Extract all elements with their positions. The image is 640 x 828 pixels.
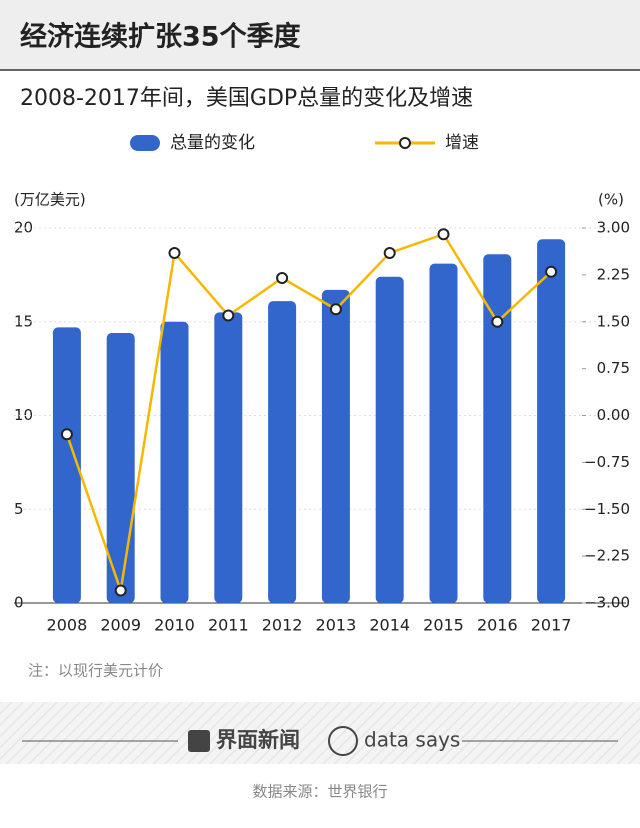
logo-text: 界面新闻 [216, 728, 300, 752]
x-tick-label: 2013 [316, 616, 357, 635]
bar [537, 239, 566, 603]
legend-label: 增速 [445, 133, 479, 153]
x-tick-label: 2014 [369, 616, 410, 635]
line-point [437, 228, 450, 241]
y2-tick-label: −1.50 [584, 500, 630, 518]
line-point [329, 303, 342, 316]
chart-subtitle: 2008-2017年间，美国GDP总量的变化及增速 [20, 86, 473, 111]
source: 数据来源：世界银行 [252, 783, 387, 801]
y2-tick-label: −0.75 [584, 453, 630, 471]
line-point [168, 247, 181, 259]
line [65, 232, 552, 591]
y2-tick-label: −2.25 [584, 547, 630, 565]
footer-band [0, 702, 640, 764]
y2-tick-label: −3.00 [584, 594, 630, 612]
x-tick-label: 2012 [262, 616, 303, 635]
y2-axis-label: (%) [598, 191, 624, 209]
logo-icon [328, 726, 358, 756]
x-tick-label: 2017 [531, 616, 572, 635]
bar [321, 289, 350, 603]
y-tick-label: 5 [14, 500, 24, 518]
line-point [383, 247, 396, 259]
line-point [276, 272, 289, 284]
bar [429, 263, 458, 603]
x-tick-label: 2010 [154, 616, 195, 635]
y2-tick-label: 1.50 [597, 312, 630, 330]
y2-tick-label: 0.00 [597, 406, 630, 424]
y2-tick-label: 0.75 [597, 359, 630, 377]
logo-icon [188, 730, 210, 752]
title-band [0, 0, 640, 70]
x-tick-label: 2015 [423, 616, 464, 635]
line-point [60, 428, 73, 441]
bar [268, 301, 297, 603]
note: 注：以现行美元计价 [28, 662, 163, 680]
bar [375, 276, 404, 603]
line-point [114, 584, 127, 597]
line-point [222, 309, 235, 322]
line-point [491, 315, 504, 328]
bar [214, 312, 243, 603]
x-tick-label: 2008 [47, 616, 88, 635]
bar [106, 333, 135, 603]
x-tick-label: 2011 [208, 616, 249, 635]
x-tick-label: 2009 [100, 616, 141, 635]
y2-tick-label: 3.00 [597, 219, 630, 237]
y-axis-label: (万亿美元) [14, 191, 86, 209]
legend-swatch [130, 135, 160, 151]
y-tick-label: 10 [14, 406, 33, 424]
bar [483, 254, 512, 603]
y2-tick-label: 2.25 [597, 265, 630, 283]
legend-swatch [399, 137, 411, 149]
bar [160, 321, 189, 603]
x-tick-label: 2016 [477, 616, 518, 635]
chart-title: 经济连续扩张35个季度 [20, 21, 301, 53]
legend-label: 总量的变化 [170, 133, 255, 153]
y-tick-label: 15 [14, 312, 33, 330]
logo-text: data says [364, 728, 460, 752]
line-point [545, 265, 558, 278]
y-tick-label: 20 [14, 219, 33, 237]
bar [52, 327, 81, 603]
